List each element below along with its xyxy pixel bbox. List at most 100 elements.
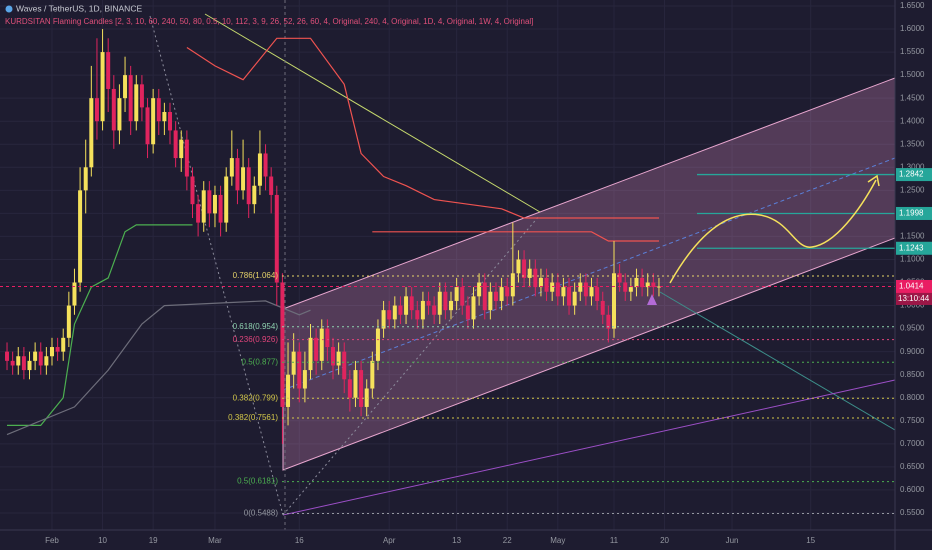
data: 0.786(1.064) 0.618(0.954) 0.236(0.926) 0.5(… xyxy=(0,29,895,518)
fib-label: 0.382(0.799) xyxy=(233,393,279,402)
candle-body xyxy=(66,305,71,338)
y-tick-label: 1.4500 xyxy=(900,93,925,102)
x-tick-label: 16 xyxy=(295,536,304,545)
time-axis xyxy=(0,530,932,550)
candle-body xyxy=(297,351,302,389)
y-tick-label: 0.6500 xyxy=(900,462,925,471)
candle-body xyxy=(241,167,246,191)
x-tick-label: 11 xyxy=(610,536,619,545)
candle-body xyxy=(454,287,459,301)
fib-label: 0(0.5488) xyxy=(244,509,279,518)
candle-body xyxy=(49,347,54,357)
countdown-label: 13:10:44 xyxy=(898,294,930,303)
candle-body xyxy=(78,190,83,283)
candle-body xyxy=(83,167,88,191)
candle-body xyxy=(111,88,116,131)
candle-body xyxy=(420,300,425,320)
candle-body xyxy=(291,351,296,375)
x-tick-label: 13 xyxy=(452,536,461,545)
candle-body xyxy=(449,300,454,311)
candle-body xyxy=(375,328,380,361)
candle-body xyxy=(94,98,99,122)
candle-body xyxy=(44,356,49,366)
candle-body xyxy=(606,314,611,329)
candle-body xyxy=(134,84,139,122)
candle-body xyxy=(269,176,274,195)
candle-body xyxy=(128,75,133,122)
trend-line xyxy=(204,13,541,213)
candle-body xyxy=(72,282,77,306)
candle-body xyxy=(634,277,639,288)
candle-body xyxy=(482,282,487,311)
candle-body xyxy=(218,194,223,223)
price-axis xyxy=(895,0,932,550)
fib-label: 0.5(0.877) xyxy=(242,357,279,366)
price-box-label: 1.2842 xyxy=(899,170,924,179)
candle-body xyxy=(477,282,482,297)
candle-body xyxy=(286,374,291,407)
x-tick-label: 10 xyxy=(98,536,107,545)
fib-label: 0.5(0.6181) xyxy=(237,477,278,486)
candle-body xyxy=(505,287,510,297)
candle-body xyxy=(212,194,217,214)
candle-body xyxy=(61,337,66,352)
candle-body xyxy=(117,98,122,131)
x-tick-label: Feb xyxy=(45,536,59,545)
x-tick-label: Mar xyxy=(208,536,222,545)
y-tick-label: 0.6000 xyxy=(900,485,925,494)
trend-line xyxy=(282,214,541,516)
y-tick-label: 1.4000 xyxy=(900,116,925,125)
candle-body xyxy=(578,282,583,292)
candle-body xyxy=(561,287,566,297)
candle-body xyxy=(280,282,285,407)
candle-body xyxy=(100,52,105,122)
candle-body xyxy=(257,153,262,186)
candle-body xyxy=(162,111,167,122)
candle-body xyxy=(600,300,605,315)
x-tick-label: 15 xyxy=(806,536,815,545)
fib-label: 0.236(0.926) xyxy=(233,335,279,344)
candle-body xyxy=(184,139,189,177)
candle-body xyxy=(10,360,15,366)
candle-body xyxy=(432,305,437,315)
candle-body xyxy=(330,347,335,366)
price-box xyxy=(896,279,932,293)
candle-body xyxy=(623,282,628,292)
candle-body xyxy=(533,268,538,288)
candle-body xyxy=(465,305,470,320)
candle-body xyxy=(151,98,156,145)
candle-body xyxy=(437,291,442,315)
candle-body xyxy=(443,291,448,311)
y-tick-label: 1.5000 xyxy=(900,70,925,79)
candle-body xyxy=(314,337,319,361)
candle-body xyxy=(589,287,594,297)
candle-body xyxy=(27,360,32,371)
x-tick-label: 20 xyxy=(660,536,669,545)
candle-body xyxy=(89,98,94,168)
candle-body xyxy=(21,356,26,371)
candle-body xyxy=(628,287,633,292)
x-tick-label: Jun xyxy=(726,536,739,545)
candle-body xyxy=(168,111,173,131)
candle-body xyxy=(308,337,313,371)
x-tick-label: Apr xyxy=(383,536,396,545)
candle-body xyxy=(342,351,347,380)
candle-body xyxy=(651,282,656,288)
candle-body xyxy=(426,300,431,306)
y-tick-label: 1.1500 xyxy=(900,232,925,241)
candle-body xyxy=(387,310,392,320)
candle-body xyxy=(325,328,330,348)
candle-body xyxy=(538,277,543,288)
candle-body xyxy=(460,287,465,306)
trend-line xyxy=(282,379,896,516)
x-tick-label: 19 xyxy=(149,536,158,545)
price-box xyxy=(896,241,932,255)
candle-body xyxy=(572,291,577,306)
candle-body xyxy=(274,194,279,283)
candle-body xyxy=(471,296,476,320)
candle-body xyxy=(555,282,560,297)
candle-body xyxy=(156,98,161,122)
drawings xyxy=(149,0,896,530)
candle-body xyxy=(409,296,414,311)
